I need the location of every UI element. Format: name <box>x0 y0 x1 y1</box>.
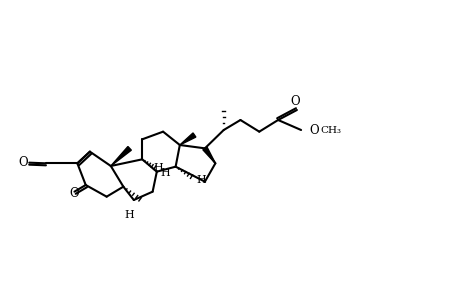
Text: H: H <box>153 163 163 173</box>
Polygon shape <box>111 146 131 166</box>
Text: H: H <box>196 175 206 185</box>
Text: O: O <box>18 156 28 169</box>
Text: O: O <box>290 95 299 108</box>
Polygon shape <box>202 147 215 163</box>
Text: H: H <box>160 168 170 178</box>
Text: O: O <box>308 124 318 136</box>
Text: O: O <box>69 187 79 200</box>
Text: CH₃: CH₃ <box>320 126 341 135</box>
Text: H: H <box>124 210 134 220</box>
Polygon shape <box>179 133 196 145</box>
